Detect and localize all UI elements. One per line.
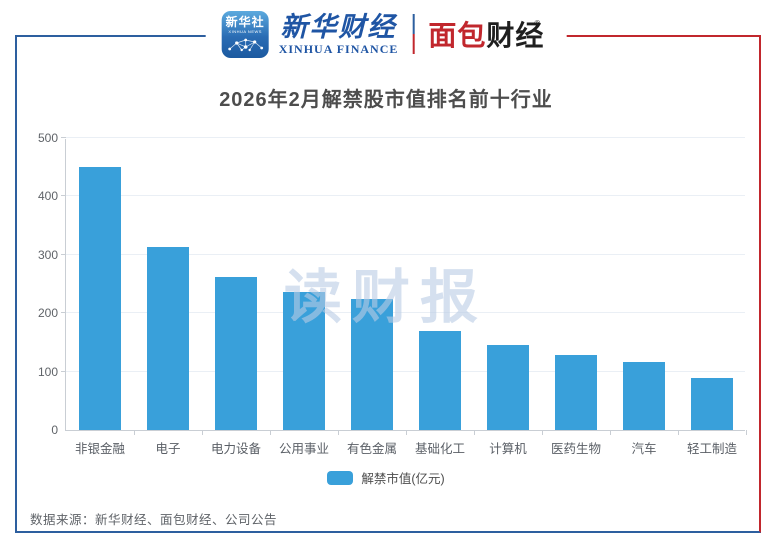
category-label: 有色金属 [346,442,397,456]
xinhua-app-en-label: XINHUA NEWS [228,28,262,34]
bar [691,378,733,430]
x-axis-tick [474,430,475,435]
brand-divider [412,14,415,54]
bar [79,167,121,430]
x-axis-tick [134,430,135,435]
y-tick-label: 300 [37,247,58,262]
category-label: 汽车 [631,442,657,456]
y-tick-label: 500 [37,131,58,145]
xinhua-finance-en: XINHUA FINANCE [278,42,399,56]
xinhua-app-cn-label: 新华社 [225,14,265,29]
x-axis-tick [746,430,747,435]
y-tick-label: 200 [37,306,58,321]
bar [419,330,461,430]
bar [147,247,189,430]
y-axis-tick [61,195,66,197]
x-axis-tick [610,430,611,435]
bar [623,362,665,430]
y-tick-label: 400 [37,189,58,204]
data-source-note: 数据来源：新华财经、面包财经、公司公告 [30,513,278,527]
y-axis-tick [61,253,66,255]
bar [351,299,393,430]
xinhua-finance-logo: 新华财经 XINHUA FINANCE [279,12,399,56]
category-label: 公用事业 [278,442,329,456]
xinhua-news-app-icon: 新华社 XINHUA NEWS [221,10,269,58]
y-axis-tick [61,312,66,314]
category-label: 电子 [155,442,181,456]
y-axis-tick [61,370,66,372]
x-axis-tick [406,430,407,435]
gridline [66,137,745,138]
registered-mark: ® [534,18,541,28]
bread-finance-logo: 面包 财经 ® [428,14,550,54]
x-axis-tick [678,430,679,435]
gridline [66,195,745,197]
x-axis-tick [270,430,271,435]
bar [555,354,597,430]
x-axis-tick [202,430,203,435]
category-label: 非银金融 [74,442,125,456]
chart-title: 2026年2月解禁股市值排名前十行业 [219,89,553,111]
bread-finance-cn-dark: 财经 [486,20,545,51]
legend-label: 解禁市值(亿元) [361,472,445,486]
brand-header: 新华社 XINHUA NEWS 新华财经 XINHUA FINANCE 面包 财… [205,6,567,62]
y-axis-tick [61,137,66,138]
x-axis-tick [338,430,339,435]
gridline [66,312,745,314]
legend-color-swatch [327,470,354,485]
network-graphic-icon [227,38,263,51]
category-label: 轻工制造 [686,442,737,456]
bar [283,291,325,430]
x-axis-tick [542,430,543,435]
chart-legend: 解禁市值(亿元) [0,468,772,487]
category-label: 计算机 [489,442,527,456]
bar-chart-plot-area: 0 100 200 300 400 500 非银金融 电子 电力设备 公用事业 有色金属 基础化工 计算… [38,131,747,456]
category-label: 医药生物 [550,442,601,456]
bar [487,344,529,430]
xinhua-finance-cn: 新华财经 [280,12,397,42]
watermark-text: 读财报 [283,265,489,330]
bread-finance-cn-red: 面包 [428,20,487,51]
bar [215,277,257,430]
gridline [66,370,745,372]
y-tick-label: 100 [37,364,58,379]
gridline [66,253,745,255]
y-tick-label: 0 [51,423,58,437]
category-label: 电力设备 [210,442,261,456]
category-label: 基础化工 [414,442,465,456]
